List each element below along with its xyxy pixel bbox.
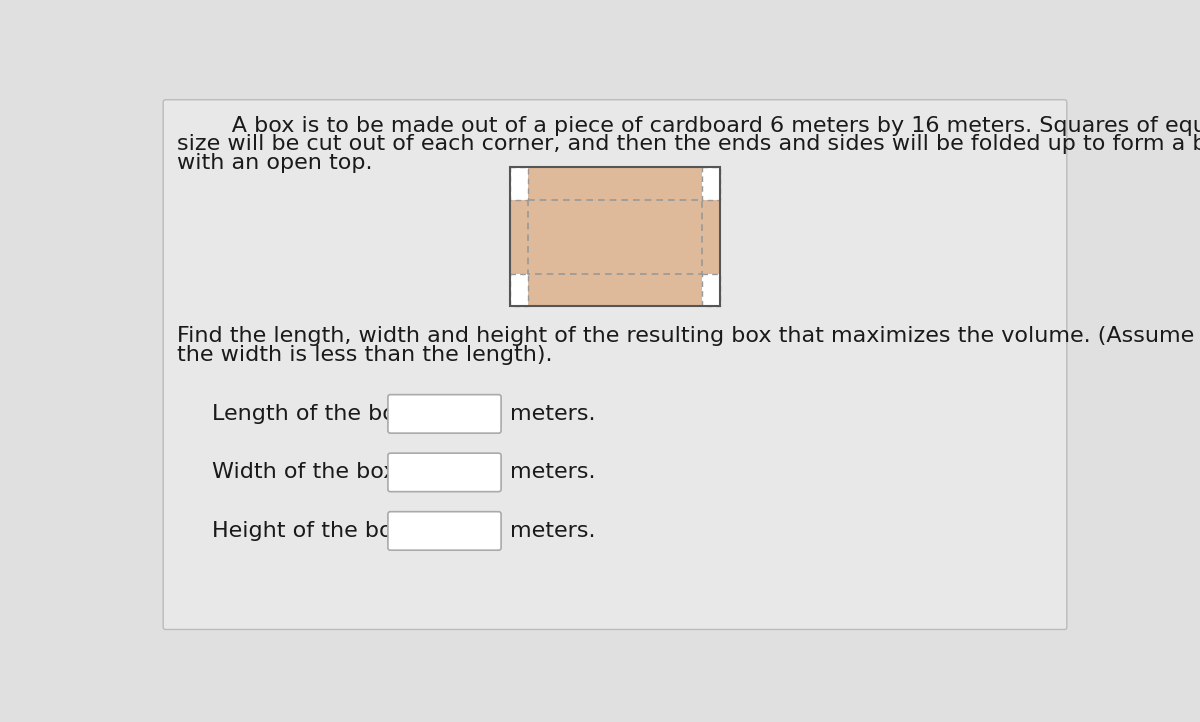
Text: with an open top.: with an open top.: [178, 153, 373, 173]
Text: Length of the box =: Length of the box =: [212, 404, 434, 424]
Bar: [702, 274, 720, 306]
Bar: [510, 200, 720, 274]
FancyBboxPatch shape: [163, 100, 1067, 630]
Bar: [528, 200, 702, 274]
Text: meters.: meters.: [510, 404, 595, 424]
FancyBboxPatch shape: [388, 453, 502, 492]
Text: meters.: meters.: [510, 462, 595, 482]
Text: the width is less than the length).: the width is less than the length).: [178, 344, 553, 365]
Text: size will be cut out of each corner, and then the ends and sides will be folded : size will be cut out of each corner, and…: [178, 134, 1200, 155]
Bar: [510, 168, 528, 200]
Bar: [702, 274, 720, 306]
Bar: [702, 168, 720, 200]
Bar: [702, 168, 720, 200]
FancyBboxPatch shape: [388, 395, 502, 433]
Text: A box is to be made out of a piece of cardboard 6 meters by 16 meters. Squares o: A box is to be made out of a piece of ca…: [188, 116, 1200, 136]
Bar: [510, 274, 528, 306]
Text: Width of the box =: Width of the box =: [212, 462, 422, 482]
Text: Find the length, width and height of the resulting box that maximizes the volume: Find the length, width and height of the…: [178, 326, 1200, 346]
Bar: [510, 274, 528, 306]
Text: meters.: meters.: [510, 521, 595, 541]
Bar: [510, 168, 528, 200]
Bar: [510, 168, 720, 306]
Text: Height of the box =: Height of the box =: [212, 521, 431, 541]
Bar: [528, 168, 702, 306]
FancyBboxPatch shape: [388, 512, 502, 550]
